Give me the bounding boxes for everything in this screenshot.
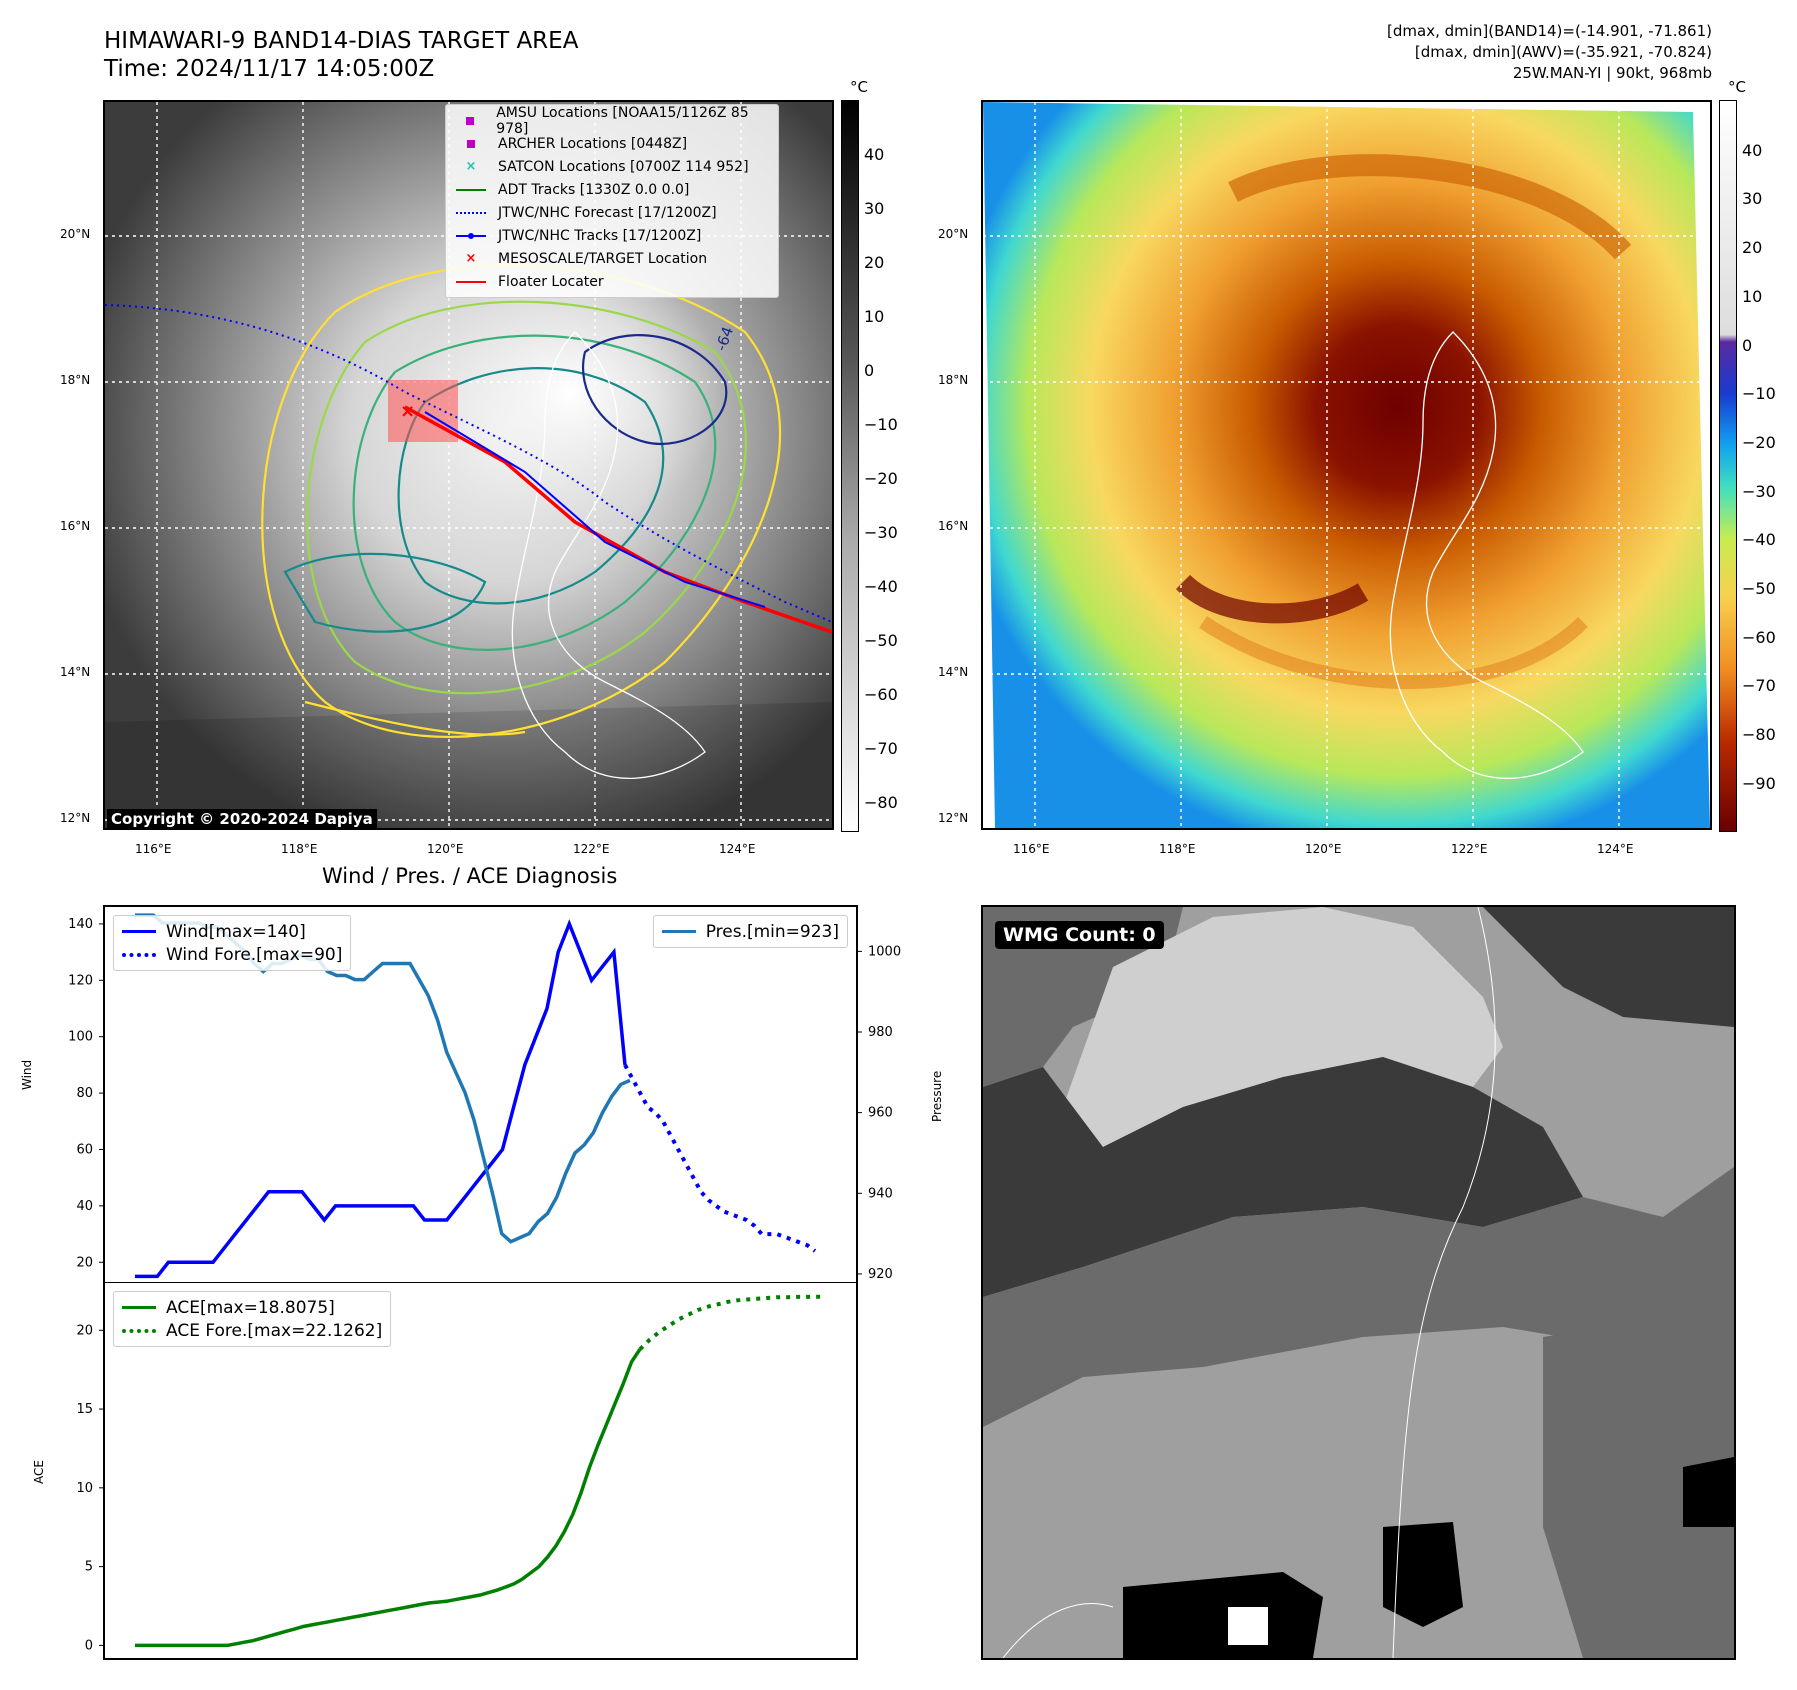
- ace-tick-label: 5: [85, 1560, 93, 1575]
- wind-forecast-line: [623, 1063, 817, 1253]
- wind-tick-label: 40: [76, 1199, 93, 1214]
- enhanced-map: [983, 102, 1710, 828]
- ace-forecast-line: [638, 1294, 825, 1351]
- wmg-grid: [983, 907, 1734, 1658]
- wind-tick-label: 100: [68, 1030, 93, 1045]
- legend-item: ACE Fore.[max=22.1262]: [122, 1319, 382, 1342]
- ace-tick-label: 15: [76, 1402, 93, 1417]
- pressure-tick-label: 1000: [868, 944, 901, 959]
- wmg-count-badge: WMG Count: 0: [995, 921, 1164, 949]
- legend-item: AMSU Locations [NOAA15/1126Z 85 978]: [454, 105, 770, 137]
- legend-item: × SATCON Locations [0700Z 114 952]: [465, 158, 749, 175]
- ir-colorbar-unit: °C: [850, 78, 868, 96]
- enhanced-map-grid: [983, 102, 1710, 828]
- wind-pres-panel: 140 120 100 80 60 40 20 1000 980 960 940 920 Wind[m…: [68, 905, 901, 1283]
- target-box: [388, 380, 458, 442]
- legend-item: × MESOSCALE/TARGET Location: [465, 250, 708, 267]
- ace-panel: 20 15 10 5 0 ACE[max=18.8075] ACE Fore.[max=…: [76, 1282, 858, 1660]
- legend-item: Wind[max=140]: [122, 920, 342, 943]
- wind-tick-label: 120: [68, 973, 93, 988]
- pres-legend: Pres.[min=923]: [652, 915, 848, 948]
- legend-item: JTWC/NHC Tracks [17/1200Z]: [454, 224, 770, 247]
- chart-title: HIMAWARI-9 BAND14-DIAS TARGET AREA: [104, 28, 579, 54]
- legend-item: Floater Locater: [454, 270, 770, 293]
- stats-band14: [dmax, dmin](BAND14)=(-14.901, -71.861): [1387, 22, 1712, 40]
- storm-info: 25W.MAN-YI | 90kt, 968mb: [1512, 64, 1712, 82]
- legend-item: ARCHER Locations [0448Z]: [454, 132, 770, 155]
- enh-colorbar: [1719, 100, 1737, 832]
- ir-map-panel: -64 × AMSU Locations [NOAA15/1126Z 85 97…: [103, 100, 834, 830]
- ace-tick-label: 10: [76, 1481, 93, 1496]
- wind-line: [135, 919, 627, 1279]
- enhanced-map-panel: [981, 100, 1712, 830]
- wind-tick-label: 140: [68, 917, 93, 932]
- pressure-tick-label: 940: [868, 1186, 893, 1201]
- legend-item: ACE[max=18.8075]: [122, 1296, 382, 1319]
- floater-track: [404, 405, 832, 634]
- wind-legend: Wind[max=140] Wind Fore.[max=90]: [113, 915, 352, 971]
- wmg-panel: WMG Count: 0: [981, 905, 1736, 1660]
- diagnosis-title: Wind / Pres. / ACE Diagnosis: [322, 864, 618, 888]
- wind-tick-label: 80: [76, 1086, 93, 1101]
- ace-ylabel: ACE: [32, 1460, 46, 1484]
- ace-plot: 20 15 10 5 0: [76, 1294, 825, 1653]
- stats-awv: [dmax, dmin](AWV)=(-35.921, -70.824): [1414, 43, 1712, 61]
- pressure-ylabel: Pressure: [930, 1070, 944, 1122]
- ace-tick-label: 20: [76, 1323, 93, 1338]
- wind-tick-label: 60: [76, 1142, 93, 1157]
- enh-colorbar-unit: °C: [1728, 78, 1746, 96]
- legend-item: Wind Fore.[max=90]: [122, 943, 342, 966]
- legend-item: JTWC/NHC Forecast [17/1200Z]: [454, 201, 770, 224]
- legend-item: ADT Tracks [1330Z 0.0 0.0]: [454, 178, 770, 201]
- copyright: Copyright © 2020-2024 Dapiya: [107, 809, 377, 828]
- ace-line: [135, 1348, 642, 1648]
- pressure-tick-label: 960: [868, 1106, 893, 1121]
- pressure-tick-label: 980: [868, 1025, 893, 1040]
- map-legend: AMSU Locations [NOAA15/1126Z 85 978] ARC…: [445, 104, 779, 298]
- jtwc-track: [424, 411, 766, 608]
- chart-time: Time: 2024/11/17 14:05:00Z: [104, 56, 435, 82]
- wind-tick-label: 20: [76, 1255, 93, 1270]
- ace-tick-label: 0: [85, 1638, 93, 1653]
- ace-legend: ACE[max=18.8075] ACE Fore.[max=22.1262]: [113, 1291, 392, 1347]
- target-marker: ×: [400, 401, 415, 422]
- wind-ylabel: Wind: [20, 1059, 34, 1090]
- enhanced-coastline: [1389, 331, 1584, 780]
- ir-colorbar: [841, 100, 859, 832]
- ir-map-contours: [261, 264, 781, 738]
- pressure-tick-label: 920: [868, 1267, 893, 1282]
- legend-item: Pres.[min=923]: [661, 920, 839, 943]
